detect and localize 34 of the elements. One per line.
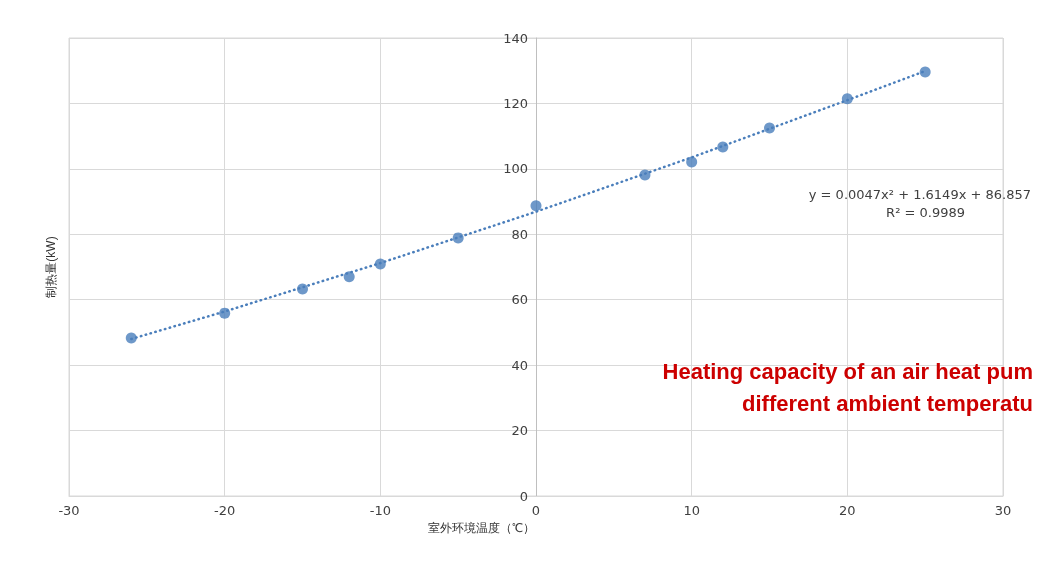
y-tick-label: 120: [503, 95, 528, 111]
x-tick-label: 10: [683, 503, 700, 518]
x-tick-label: 20: [839, 503, 856, 518]
y-tick-label: 20: [511, 423, 528, 439]
point: [374, 258, 386, 270]
point: [297, 283, 308, 295]
point: [219, 307, 231, 319]
y-tick-label: 0: [519, 488, 528, 504]
x-tick-label: 30: [994, 503, 1012, 518]
point: [639, 169, 651, 181]
y-axis-title: 制热量(kW): [44, 236, 58, 298]
point: [841, 93, 853, 105]
x-tick-label: -20: [214, 503, 236, 518]
y-tick-label: 40: [511, 357, 528, 373]
point: [919, 66, 931, 78]
annotation: different ambient temperatu: [742, 390, 1033, 416]
point: [686, 156, 698, 168]
x-tick-label: 0: [531, 503, 541, 518]
x-axis-title: 室外环境温度（℃）: [427, 520, 535, 535]
point: [717, 141, 729, 153]
x-tick-label: -10: [369, 503, 391, 518]
y-tick-label: 80: [511, 226, 528, 242]
y-tick-label: 60: [511, 292, 528, 308]
annotation: R² = 0.9989: [886, 205, 965, 220]
annotation: Heating capacity of an air heat pum: [662, 358, 1033, 384]
annotation: y = 0.0047x² + 1.6149x + 86.857: [808, 187, 1031, 202]
point: [764, 122, 775, 134]
point: [343, 271, 355, 283]
point: [530, 200, 542, 212]
point: [452, 232, 464, 244]
point: [125, 332, 137, 344]
y-tick-label: 100: [503, 161, 528, 177]
y-tick-label: 140: [503, 30, 528, 46]
x-tick-label: -30: [58, 503, 80, 518]
